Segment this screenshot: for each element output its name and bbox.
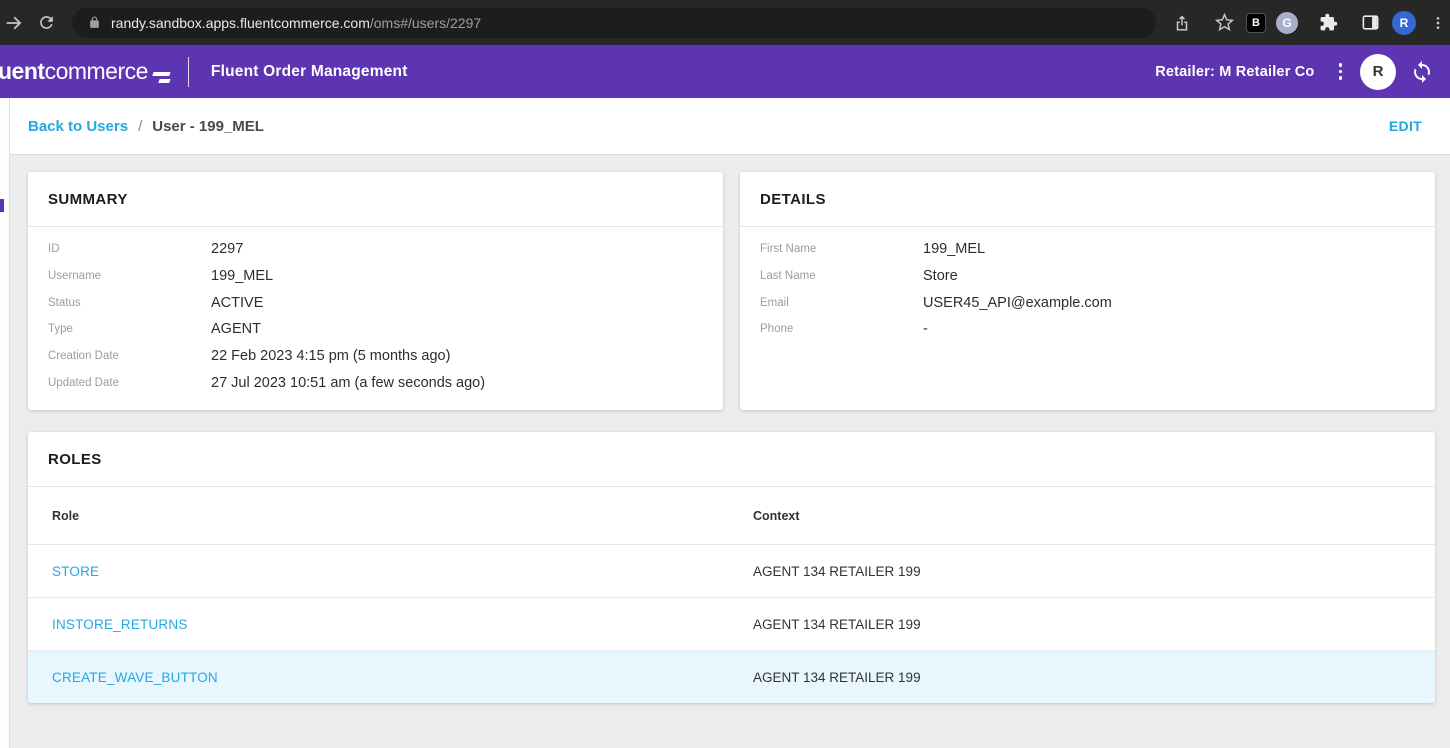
field-label: Creation Date [48, 350, 119, 363]
field-label: First Name [760, 243, 817, 255]
details-field-first-name: First Name 199_MEL [760, 236, 1415, 263]
role-link[interactable]: INSTORE_RETURNS [52, 616, 188, 632]
field-label: ID [48, 243, 60, 255]
field-value: Store [923, 267, 958, 284]
share-button[interactable] [1170, 11, 1194, 35]
field-value: 22 Feb 2023 4:15 pm (5 months ago) [211, 348, 451, 365]
forward-arrow-icon [6, 16, 22, 29]
browser-profile-avatar[interactable]: R [1392, 10, 1416, 35]
field-value: 2297 [211, 241, 244, 257]
details-card: DETAILS First Name 199_MEL Last Name Sto… [740, 172, 1435, 410]
reload-icon [39, 16, 53, 29]
app-header: uent commerce Fluent Order Management Ret… [0, 45, 1450, 98]
url-path: /oms#/users/2297 [369, 14, 482, 31]
back-to-users-link[interactable]: Back to Users [28, 117, 129, 135]
roles-table-header: Role Context [28, 487, 1435, 544]
field-value: 199_MEL [923, 241, 986, 257]
browser-toolbar: randy.sandbox.apps.fluentcommerce.com/om… [0, 0, 1450, 45]
reload-button[interactable] [34, 11, 58, 35]
rail-fragment [0, 199, 4, 212]
side-panel-icon [1362, 15, 1378, 30]
forward-button[interactable] [2, 11, 26, 35]
extension-g-button[interactable]: G [1276, 11, 1298, 34]
details-title: DETAILS [740, 172, 1435, 227]
extensions-puzzle-button[interactable] [1316, 11, 1340, 35]
field-value: USER45_API@example.com [923, 294, 1112, 311]
sync-icon [1414, 60, 1430, 83]
fluentcommerce-logo: uent commerce [0, 57, 171, 86]
header-menu-button[interactable] [1329, 57, 1353, 86]
star-icon [1214, 13, 1234, 32]
header-divider [187, 56, 189, 87]
summary-field-id: ID 2297 [48, 236, 703, 263]
lock-icon [88, 16, 101, 29]
edit-button[interactable]: EDIT [1388, 118, 1422, 134]
bookmark-star-button[interactable] [1212, 11, 1236, 35]
summary-field-updated-date: Updated Date 27 Jul 2023 10:51 am (a few… [48, 370, 703, 397]
table-row[interactable]: INSTORE_RETURNS AGENT 134 RETAILER 199 [28, 597, 1435, 650]
summary-field-status: Status ACTIVE [48, 290, 703, 317]
field-label: Last Name [760, 269, 816, 282]
field-label: Phone [760, 323, 794, 336]
details-field-email: Email USER45_API@example.com [760, 290, 1415, 317]
left-rail [0, 98, 10, 748]
puzzle-icon [1320, 13, 1337, 31]
side-panel-button[interactable] [1358, 11, 1382, 35]
logo-text-light: commerce [44, 57, 149, 84]
field-value: 27 Jul 2023 10:51 am (a few seconds ago) [211, 374, 486, 391]
share-icon [1176, 15, 1188, 30]
field-value: - [923, 321, 928, 338]
summary-title: SUMMARY [28, 172, 723, 227]
field-label: Updated Date [48, 376, 119, 389]
product-name: Fluent Order Management [210, 62, 408, 80]
breadcrumb-separator: / [138, 117, 143, 135]
logo-text-bold: uent [0, 57, 45, 84]
field-label: Email [760, 296, 789, 309]
table-row[interactable]: CREATE_WAVE_BUTTON AGENT 134 RETAILER 19… [28, 650, 1435, 703]
role-context: AGENT 134 RETAILER 199 [753, 563, 921, 579]
roles-title: ROLES [28, 432, 1435, 487]
page-title: User - 199_MEL [152, 117, 264, 135]
url-domain: randy.sandbox.apps.fluentcommerce.com [111, 14, 370, 31]
details-field-phone: Phone - [760, 316, 1415, 343]
main-content: SUMMARY ID 2297 Username 199_MEL Status … [0, 155, 1450, 748]
summary-field-creation-date: Creation Date 22 Feb 2023 4:15 pm (5 mon… [48, 343, 703, 370]
summary-card: SUMMARY ID 2297 Username 199_MEL Status … [28, 172, 723, 410]
details-field-last-name: Last Name Store [760, 263, 1415, 290]
logo-mark-icon [152, 72, 171, 83]
retailer-context-label: Retailer: M Retailer Co [1155, 63, 1315, 80]
url-bar[interactable]: randy.sandbox.apps.fluentcommerce.com/om… [72, 7, 1156, 38]
role-link[interactable]: STORE [52, 563, 100, 579]
user-avatar[interactable]: R [1360, 53, 1396, 90]
field-label: Type [48, 323, 73, 336]
role-context: AGENT 134 RETAILER 199 [753, 616, 921, 632]
summary-field-username: Username 199_MEL [48, 263, 703, 290]
role-link[interactable]: CREATE_WAVE_BUTTON [52, 669, 218, 685]
table-row[interactable]: STORE AGENT 134 RETAILER 199 [28, 544, 1435, 597]
extension-b-button[interactable]: B [1246, 12, 1266, 33]
column-header-role: Role [52, 508, 80, 523]
column-header-context: Context [753, 508, 800, 523]
refresh-button[interactable] [1410, 60, 1434, 84]
browser-menu-button[interactable] [1426, 11, 1450, 35]
roles-card: ROLES Role Context STORE AGENT 134 RETAI… [28, 432, 1435, 703]
role-context: AGENT 134 RETAILER 199 [753, 669, 921, 685]
breadcrumb: Back to Users / User - 199_MEL EDIT [0, 98, 1450, 155]
field-label: Status [48, 296, 81, 309]
field-value: 199_MEL [211, 267, 274, 284]
field-value: AGENT [211, 321, 261, 338]
kebab-menu-icon [1436, 16, 1440, 29]
summary-field-type: Type AGENT [48, 316, 703, 343]
field-label: Username [48, 269, 102, 282]
field-value: ACTIVE [211, 294, 264, 311]
